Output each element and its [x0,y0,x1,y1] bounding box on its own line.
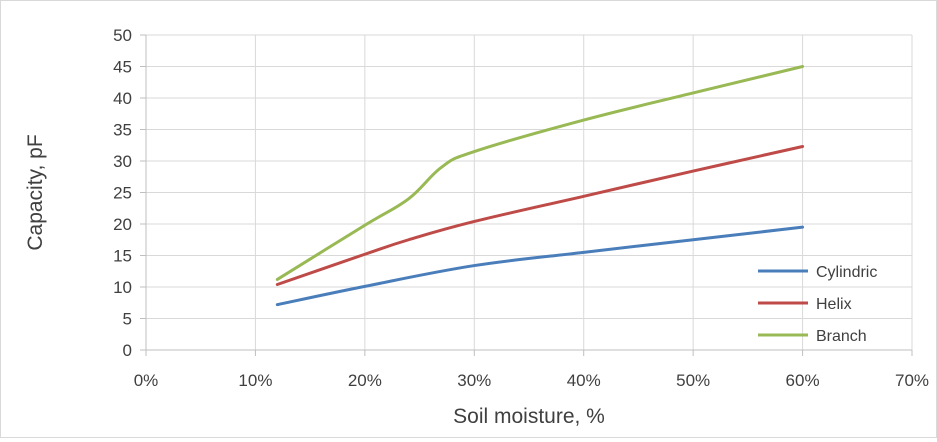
y-tick-label: 30 [113,152,132,171]
y-tick-label: 10 [113,278,132,297]
y-tick-label: 20 [113,215,132,234]
y-tick-label: 50 [113,26,132,45]
grid [146,34,913,350]
series-lines [275,65,805,307]
x-tick-label: 50% [676,371,710,390]
y-tick-label: 35 [113,121,132,140]
legend: Cylindric Helix Branch [758,264,877,345]
legend-label: Helix [816,296,852,313]
y-tick-label: 0 [123,341,132,360]
x-axis-title: Soil moisture, % [453,405,605,428]
x-tick-label: 40% [567,371,601,390]
y-axis-title: Capacity, pF [24,134,47,250]
x-tick-label: 0% [134,371,159,390]
x-tick-label: 70% [895,371,929,390]
y-tick-label: 40 [113,89,132,108]
y-tick-label: 45 [113,58,132,77]
x-tick-label: 20% [348,371,382,390]
x-tick-label: 60% [786,371,820,390]
legend-label: Cylindric [816,264,877,281]
tick-labels: 0 5 10 15 20 25 30 35 40 45 50 0% 10% 20% 30% 40% 50% 60%… [113,26,929,390]
y-tick-label: 25 [113,184,132,203]
legend-label: Branch [816,328,867,345]
series-line-helix [275,145,805,286]
y-tick-label: 15 [113,247,132,266]
x-tick-label: 30% [457,371,491,390]
series-line-branch [275,65,805,281]
axes [140,34,913,356]
x-tick-label: 10% [238,371,272,390]
y-tick-label: 5 [123,310,132,329]
series-line-cylindric [275,225,805,307]
